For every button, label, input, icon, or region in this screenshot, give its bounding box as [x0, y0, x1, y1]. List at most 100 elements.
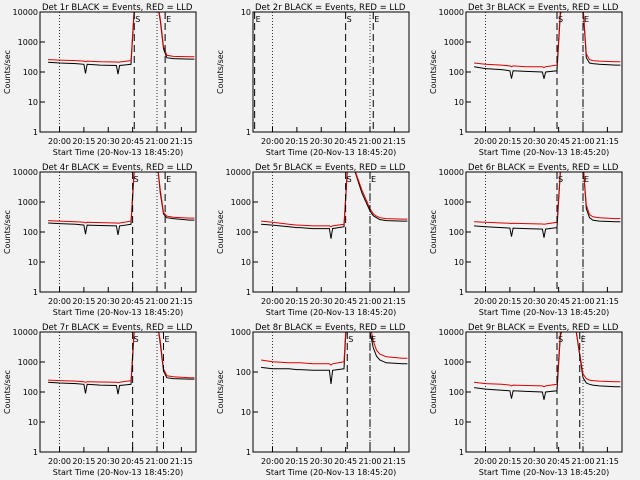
x-tick-label: 21:15	[596, 137, 619, 146]
marker-label: S	[135, 15, 140, 24]
y-axis-label: Counts/sec	[216, 370, 225, 414]
series-line	[474, 332, 621, 400]
x-tick-label: 20:45	[547, 297, 570, 306]
x-tick-label: 20:30	[523, 297, 546, 306]
x-axis-label: Start Time (20-Nov-13 18:45:20)	[266, 148, 396, 157]
x-tick-label: 21:00	[145, 297, 168, 306]
panel: Det 6r BLACK = Events, RED = LLD Start Ti…	[429, 163, 623, 317]
y-axis-label: Counts/sec	[216, 210, 225, 254]
y-tick-label: 1	[33, 448, 38, 457]
panel-title: Det 5r BLACK = Events, RED = LLD	[255, 163, 406, 173]
series-line	[48, 332, 195, 384]
y-tick-label: 10	[28, 418, 38, 427]
x-tick-label: 21:00	[571, 137, 594, 146]
series-line	[48, 172, 195, 224]
series-line	[48, 172, 195, 235]
panel: Det 2r BLACK = Events, RED = LLD Start Ti…	[216, 3, 410, 157]
panel-title: Det 7r BLACK = Events, RED = LLD	[42, 323, 193, 333]
panel: Det 7r BLACK = Events, RED = LLD Start Ti…	[3, 323, 197, 477]
x-tick-label: 21:00	[571, 457, 594, 466]
y-tick-label: 1000	[444, 358, 464, 367]
x-tick-label: 21:00	[571, 297, 594, 306]
y-tick-label: 10	[454, 418, 464, 427]
y-tick-label: 1000	[18, 38, 38, 47]
y-tick-label: 10000	[13, 328, 38, 337]
y-axis-label: Counts/sec	[216, 50, 225, 94]
y-tick-label: 10	[454, 258, 464, 267]
panel: Det 4r BLACK = Events, RED = LLD Start Ti…	[3, 163, 197, 317]
x-tick-label: 20:00	[261, 297, 284, 306]
plot-frame	[252, 11, 410, 133]
y-tick-label: 10	[454, 98, 464, 107]
series-line	[261, 172, 408, 239]
x-axis-label: Start Time (20-Nov-13 18:45:20)	[53, 148, 183, 157]
y-tick-label: 1000	[444, 38, 464, 47]
y-tick-label: 1	[459, 448, 464, 457]
x-axis-label: Start Time (20-Nov-13 18:45:20)	[266, 468, 396, 477]
y-tick-label: 1	[246, 128, 251, 137]
series-line	[48, 12, 195, 63]
x-tick-label: 21:15	[383, 457, 406, 466]
panel: Det 8r BLACK = Events, RED = LLD Start Ti…	[216, 323, 410, 477]
x-tick-label: 21:00	[358, 297, 381, 306]
x-axis-label: Start Time (20-Nov-13 18:45:20)	[53, 468, 183, 477]
x-tick-label: 20:00	[474, 137, 497, 146]
x-tick-label: 21:15	[596, 457, 619, 466]
series-line	[48, 12, 195, 75]
y-tick-label: 1000	[444, 198, 464, 207]
x-tick-label: 20:45	[121, 457, 144, 466]
y-tick-label: 10	[241, 8, 251, 17]
y-tick-label: 1000	[18, 198, 38, 207]
plot-frame	[252, 331, 410, 453]
marker-label: E	[166, 175, 171, 184]
y-tick-label: 1	[33, 288, 38, 297]
plot-frame	[465, 171, 623, 293]
y-tick-label: 10	[241, 258, 251, 267]
y-axis-label: Counts/sec	[429, 210, 438, 254]
marker-label: E	[584, 15, 589, 24]
y-tick-label: 100	[449, 388, 464, 397]
x-tick-label: 20:15	[498, 137, 521, 146]
panel-title: Det 6r BLACK = Events, RED = LLD	[468, 163, 619, 173]
x-tick-label: 20:15	[498, 297, 521, 306]
x-tick-label: 20:00	[474, 457, 497, 466]
plot-frame	[39, 171, 197, 293]
y-axis-label: Counts/sec	[3, 210, 12, 254]
series-line	[261, 172, 408, 228]
x-tick-label: 21:00	[145, 457, 168, 466]
marker-label: E	[581, 335, 586, 344]
x-tick-label: 20:45	[547, 457, 570, 466]
x-tick-label: 20:30	[523, 457, 546, 466]
x-tick-label: 21:15	[170, 137, 193, 146]
panel: Det 3r BLACK = Events, RED = LLD Start Ti…	[429, 3, 623, 157]
y-tick-label: 1000	[18, 358, 38, 367]
marker-label: E	[371, 335, 376, 344]
y-tick-label: 10	[28, 258, 38, 267]
marker-label: S	[558, 175, 563, 184]
y-tick-label: 100	[236, 228, 251, 237]
x-axis-label: Start Time (20-Nov-13 18:45:20)	[479, 308, 609, 317]
panel: Det 1r BLACK = Events, RED = LLD Start Ti…	[3, 3, 197, 157]
panel-title: Det 9r BLACK = Events, RED = LLD	[468, 323, 619, 333]
x-tick-label: 20:15	[285, 297, 308, 306]
marker-label: E	[584, 175, 589, 184]
marker-label: S	[347, 175, 352, 184]
y-axis-label: Counts/sec	[429, 370, 438, 414]
marker-label: E	[166, 15, 171, 24]
plot-frame	[252, 171, 410, 293]
x-tick-label: 20:30	[310, 297, 333, 306]
y-tick-label: 1	[246, 288, 251, 297]
x-tick-label: 20:45	[121, 297, 144, 306]
x-tick-label: 20:45	[334, 137, 357, 146]
x-tick-label: 20:30	[523, 137, 546, 146]
panel-title: Det 8r BLACK = Events, RED = LLD	[255, 323, 406, 333]
x-tick-label: 20:15	[72, 297, 95, 306]
y-tick-label: 100	[23, 388, 38, 397]
panel: Det 5r BLACK = Events, RED = LLD Start Ti…	[216, 163, 410, 317]
panel-title: Det 1r BLACK = Events, RED = LLD	[42, 3, 193, 13]
x-tick-label: 21:00	[358, 457, 381, 466]
plot-frame	[465, 331, 623, 453]
y-tick-label: 10000	[439, 328, 464, 337]
panel-title: Det 3r BLACK = Events, RED = LLD	[468, 3, 619, 13]
